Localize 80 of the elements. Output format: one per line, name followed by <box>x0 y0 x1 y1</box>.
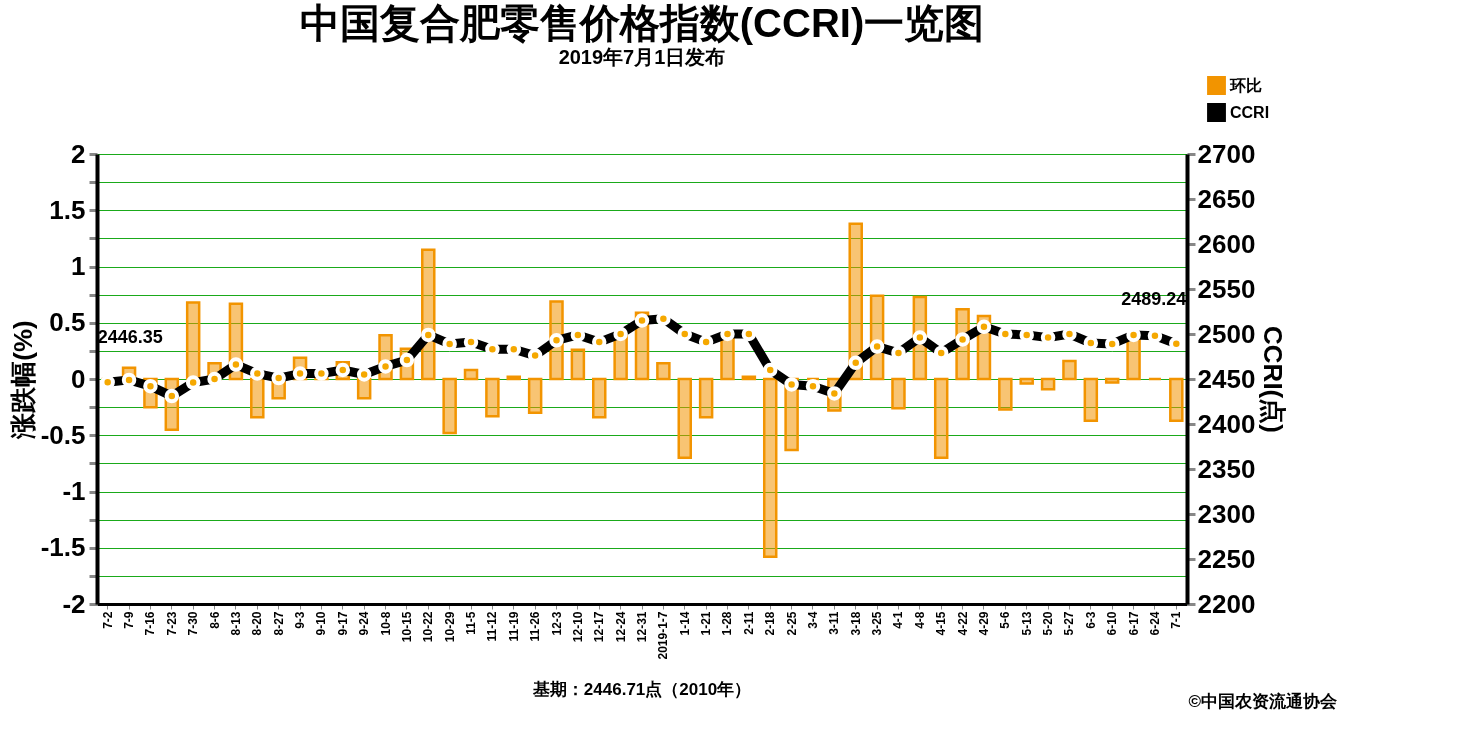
x-tick-label: 10-29 <box>442 611 457 643</box>
data-label: 2446.35 <box>97 327 163 348</box>
x-tick-label: 9-3 <box>293 611 308 629</box>
y-tick-label: 2 <box>71 138 86 169</box>
x-tick-label: 9-24 <box>357 611 372 636</box>
x-tick-label: 11-26 <box>528 611 543 642</box>
x-tick-label: 12-17 <box>592 611 607 643</box>
x-tick-label: 1-14 <box>677 611 692 636</box>
y-tick-label: 0.5 <box>49 307 86 338</box>
y2-tick-label: 2300 <box>1197 498 1256 529</box>
y2-tick-label: 2600 <box>1197 228 1256 259</box>
chart-title: 中国复合肥零售价格指数(CCRI)一览图 <box>299 1 985 45</box>
y2-tick-label: 2550 <box>1197 273 1256 304</box>
x-tick-label: 12-24 <box>613 611 628 643</box>
y2-axis-title: CCRI(点) <box>1258 326 1289 433</box>
legend-label: 环比 <box>1229 76 1262 94</box>
y2-tick-label: 2500 <box>1197 318 1256 349</box>
x-tick-label: 6-10 <box>1105 611 1120 636</box>
x-tick-label: 5-6 <box>998 611 1013 629</box>
x-tick-label: 2019-1-7 <box>656 611 671 660</box>
x-tick-label: 11-5 <box>464 611 479 635</box>
x-tick-label: 2-18 <box>763 611 778 636</box>
y-tick-label: 1.5 <box>49 194 86 225</box>
y-axis-title: 涨跌幅(%) <box>7 320 38 440</box>
x-tick-label: 8-6 <box>207 611 222 629</box>
chart-subtitle: 2019年7月1日发布 <box>558 46 726 68</box>
x-tick-label: 9-17 <box>335 611 350 636</box>
x-tick-label: 6-3 <box>1083 611 1098 629</box>
x-tick-label: 3-18 <box>848 611 863 636</box>
y-tick-label: 1 <box>71 251 86 281</box>
x-tick-label: 7-9 <box>122 611 137 629</box>
x-tick-label: 2-25 <box>784 611 799 636</box>
x-tick-label: 12-10 <box>570 611 585 643</box>
x-tick-label: 10-15 <box>399 611 414 643</box>
x-tick-label: 7-1 <box>1169 611 1184 629</box>
x-tick-label: 7-30 <box>186 611 201 636</box>
x-tick-label: 3-4 <box>805 611 820 629</box>
x-tick-label: 4-1 <box>891 611 906 629</box>
x-tick-label: 7-16 <box>143 611 158 636</box>
x-tick-label: 1-28 <box>720 611 735 636</box>
x-tick-label: 9-10 <box>314 611 329 636</box>
y2-tick-label: 2250 <box>1197 543 1256 574</box>
x-tick-label: 8-20 <box>250 611 265 636</box>
y2-tick-label: 2350 <box>1197 453 1256 484</box>
x-tick-label: 2-11 <box>741 611 756 635</box>
y-tick-label: 0 <box>71 363 86 394</box>
x-tick-label: 1-21 <box>699 611 714 636</box>
y2-tick-label: 2700 <box>1197 138 1256 169</box>
x-tick-label: 11-12 <box>485 611 500 642</box>
x-tick-label: 4-29 <box>976 611 991 636</box>
y-tick-label: -1.5 <box>40 532 86 563</box>
x-tick-label: 10-8 <box>378 611 393 636</box>
y2-tick-label: 2450 <box>1197 363 1256 394</box>
legend-label: CCRI <box>1230 103 1270 121</box>
text: ©中国农资流通协会 <box>1188 692 1338 711</box>
x-tick-label: 8-13 <box>228 611 243 636</box>
x-tick-label: 12-31 <box>635 611 649 643</box>
y-tick-label: -0.5 <box>40 419 86 450</box>
x-tick-label: 4-22 <box>955 611 970 636</box>
y-tick-label: -1 <box>62 476 86 506</box>
text: 基期：2446.71点（2010年） <box>531 680 752 699</box>
x-tick-label: 4-15 <box>934 611 949 636</box>
x-tick-label: 10-22 <box>421 611 436 643</box>
x-tick-label: 3-25 <box>870 611 885 636</box>
x-tick-label: 5-13 <box>1019 611 1034 636</box>
x-tick-label: 5-27 <box>1062 611 1077 636</box>
y2-tick-label: 2650 <box>1197 183 1256 214</box>
x-tick-label: 11-19 <box>506 611 521 642</box>
x-tick-label: 6-17 <box>1126 611 1141 636</box>
y2-tick-label: 2200 <box>1197 588 1256 619</box>
x-tick-label: 7-2 <box>100 611 115 629</box>
x-tick-label: 5-20 <box>1041 611 1056 636</box>
x-tick-label: 8-27 <box>271 611 286 636</box>
x-tick-label: 6-24 <box>1147 611 1162 636</box>
x-tick-label: 3-11 <box>827 611 842 635</box>
y-tick-label: -2 <box>62 588 86 619</box>
x-tick-label: 4-8 <box>912 611 927 629</box>
x-tick-label: 7-23 <box>164 611 179 636</box>
y2-tick-label: 2400 <box>1197 408 1256 439</box>
x-tick-label: 12-3 <box>549 611 564 636</box>
